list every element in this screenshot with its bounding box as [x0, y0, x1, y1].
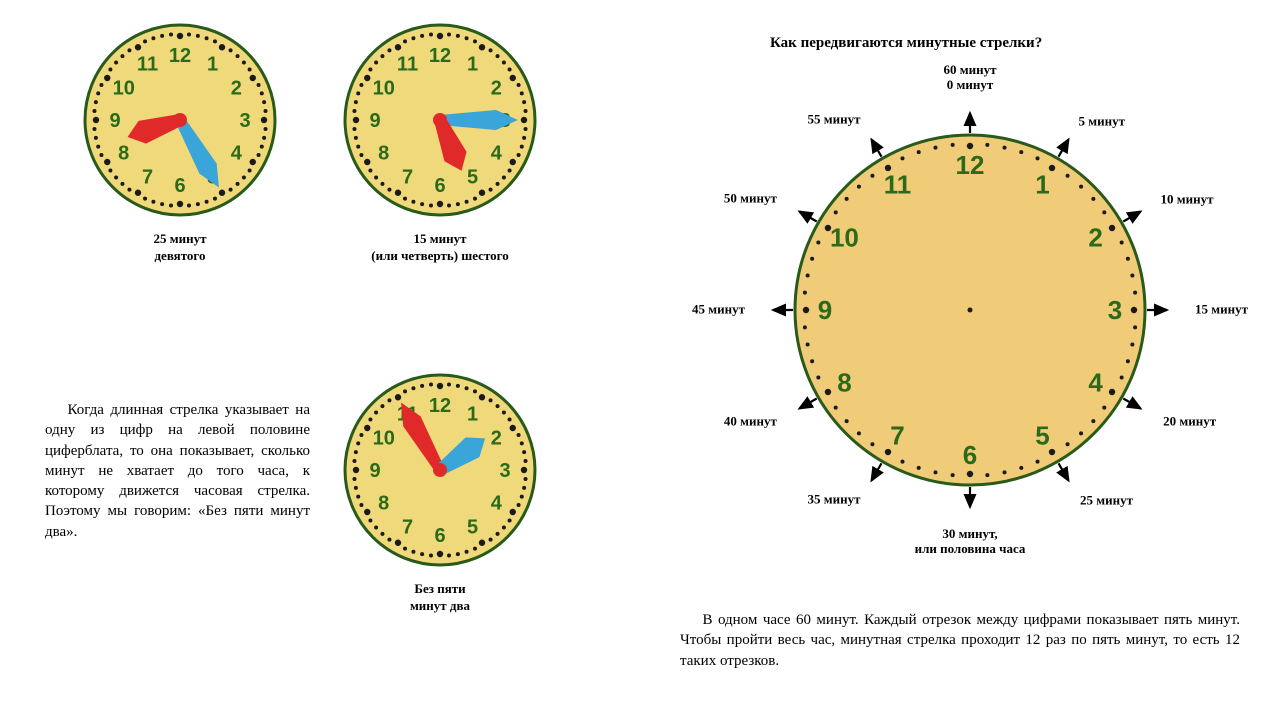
clock-face: 121234567891011: [790, 130, 1150, 490]
minute-label: 50 минут: [724, 191, 777, 206]
clock-caption: Без пяти минут два: [340, 581, 540, 615]
clock-number: 4: [1088, 368, 1103, 398]
clock-number: 1: [467, 54, 478, 76]
clock-caption: 15 минут (или четверть) шестого: [340, 231, 540, 265]
clock-number: 8: [837, 368, 851, 398]
clock-number: 12: [956, 150, 985, 180]
clock-number: 6: [434, 525, 445, 547]
clock-number: 6: [434, 175, 445, 197]
minute-label: 5 минут: [1079, 115, 1125, 130]
minute-label: 10 минут: [1161, 193, 1214, 208]
small-clock-1: 12123456789101125 минут девятого: [80, 20, 280, 265]
minute-label: 25 минут: [1080, 493, 1133, 508]
clock-number: 4: [231, 143, 243, 165]
section-title: Как передвигаются минутные стрелки?: [770, 35, 1042, 52]
clock-number: 9: [369, 110, 380, 132]
clock-number: 9: [818, 295, 832, 325]
center-pin: [173, 113, 187, 127]
clock-number: 10: [373, 78, 395, 100]
clock-number: 5: [467, 166, 478, 188]
minute-label: 45 минут: [692, 303, 745, 318]
clock-number: 11: [397, 54, 418, 76]
clock-number: 4: [491, 143, 503, 165]
clock-number: 6: [963, 440, 977, 470]
center-pin: [433, 113, 447, 127]
clock-face: 121234567891011: [340, 20, 540, 220]
clock-number: 10: [830, 223, 859, 253]
clock-number: 5: [1035, 421, 1049, 451]
clock-number: 12: [429, 45, 451, 67]
clock-number: 12: [429, 395, 451, 417]
clock-number: 9: [109, 110, 120, 132]
clock-number: 8: [378, 493, 389, 515]
clock-number: 2: [1088, 223, 1102, 253]
small-clock-2: 12123456789101115 минут (или четверть) ш…: [340, 20, 540, 265]
minute-label: 15 минут: [1195, 303, 1248, 318]
clock-caption: 25 минут девятого: [80, 231, 280, 265]
clock-number: 12: [169, 45, 191, 67]
clock-number: 1: [1035, 170, 1049, 200]
clock-number: 2: [231, 78, 242, 100]
clock-number: 8: [378, 143, 389, 165]
clock-number: 8: [118, 143, 129, 165]
clock-number: 1: [467, 404, 478, 426]
minute-label: 40 минут: [724, 414, 777, 429]
clock-number: 5: [467, 516, 478, 538]
clock-number: 7: [402, 516, 413, 538]
clock-number: 11: [884, 170, 912, 200]
clock-number: 10: [113, 78, 135, 100]
clock-number: 7: [890, 421, 904, 451]
right-paragraph: В одном часе 60 минут. Каждый отрезок ме…: [680, 610, 1240, 671]
clock-number: 3: [499, 460, 510, 482]
clock-number: 2: [491, 428, 502, 450]
small-clock-3: 121234567891011Без пяти минут два: [340, 370, 540, 615]
clock-face: 121234567891011: [340, 370, 540, 570]
center-pin: [433, 463, 447, 477]
minute-label: 60 минут 0 минут: [944, 63, 997, 93]
clock-number: 6: [174, 175, 185, 197]
clock-number: 4: [491, 493, 503, 515]
clock-number: 11: [137, 54, 158, 76]
clock-face: 121234567891011: [80, 20, 280, 220]
minute-label: 35 минут: [808, 492, 861, 507]
clock-number: 2: [491, 78, 502, 100]
left-paragraph: Когда длинная стрелка указывает на одну …: [45, 400, 310, 542]
minute-label: 55 минут: [808, 113, 861, 128]
big-clock: 121234567891011: [790, 130, 1150, 495]
clock-number: 9: [369, 460, 380, 482]
clock-number: 10: [373, 428, 395, 450]
clock-number: 3: [239, 110, 250, 132]
clock-number: 7: [142, 166, 153, 188]
minute-label: 30 минут, или половина часа: [915, 527, 1026, 557]
clock-number: 3: [1108, 295, 1122, 325]
clock-number: 7: [402, 166, 413, 188]
clock-number: 1: [207, 54, 218, 76]
minute-label: 20 минут: [1163, 414, 1216, 429]
